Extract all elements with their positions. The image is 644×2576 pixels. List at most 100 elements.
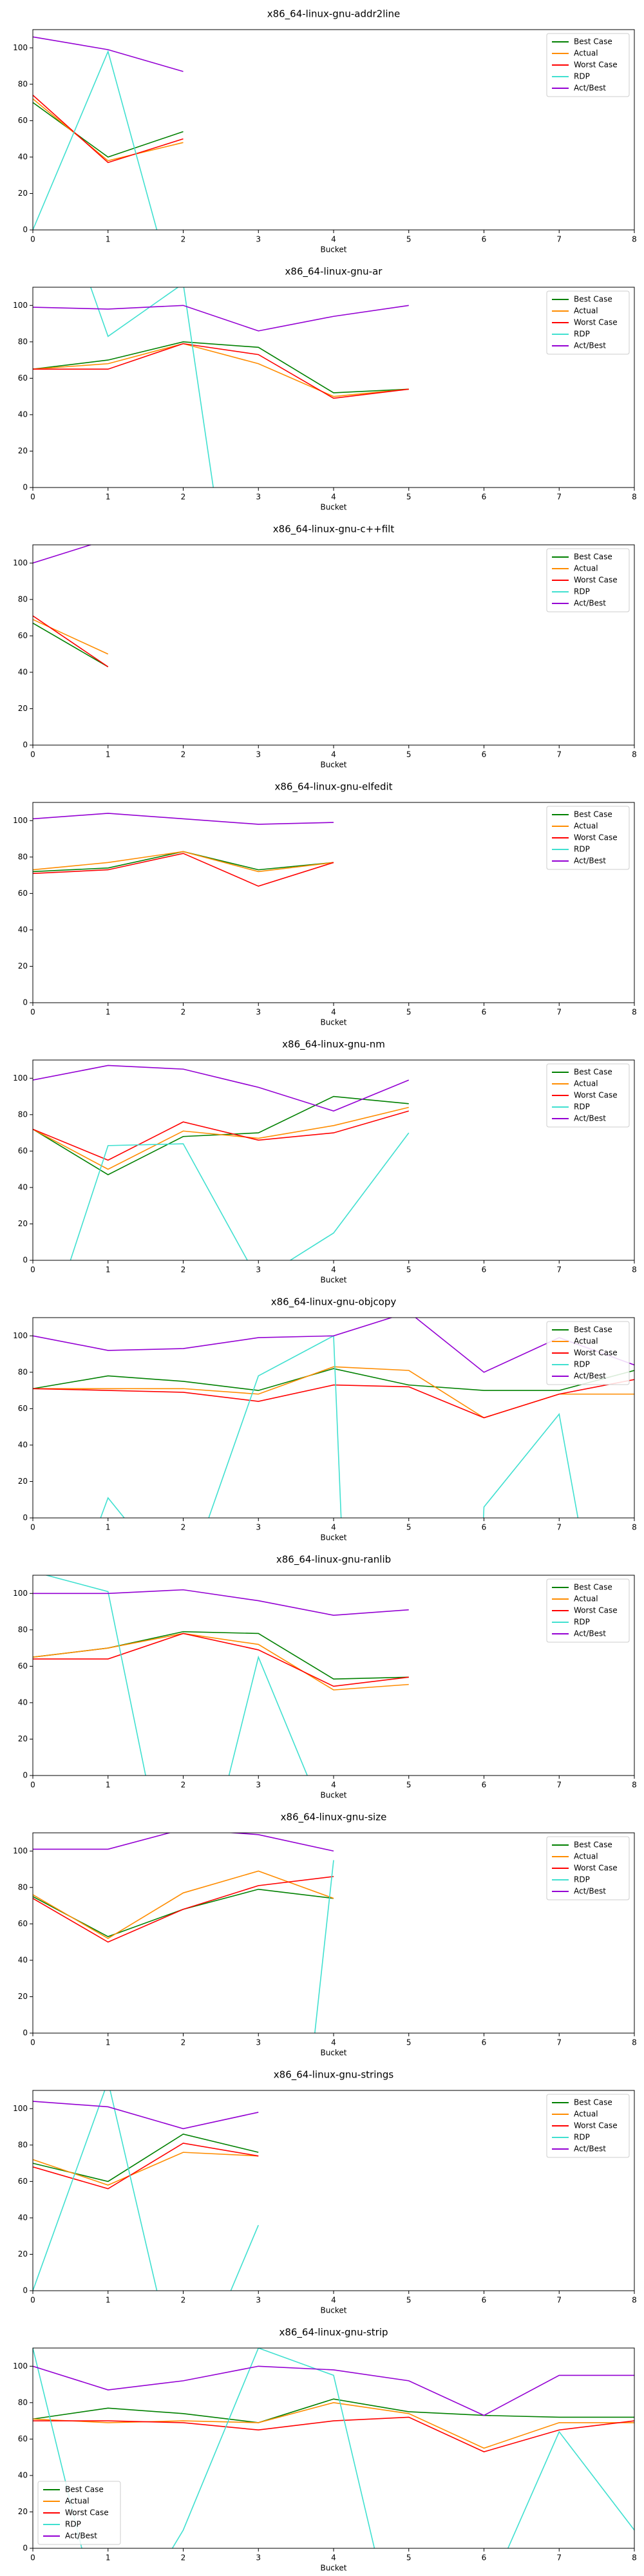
plot-frame xyxy=(32,1059,635,1261)
y-tick-label: 0 xyxy=(23,998,28,1007)
series-line xyxy=(33,1833,334,1852)
x-tick-label: 8 xyxy=(632,750,637,759)
y-tick-label: 0 xyxy=(23,1256,28,1265)
series-line xyxy=(33,95,184,164)
plot-frame xyxy=(32,544,635,746)
series-line xyxy=(33,545,93,564)
series-line xyxy=(33,1379,634,1419)
y-tick-label: 0 xyxy=(23,1771,28,1780)
legend-box xyxy=(546,548,630,612)
chart-title: x86_64-linux-gnu-nm xyxy=(282,1039,385,1051)
x-axis-label: Bucket xyxy=(320,1018,346,1027)
y-tick-label: 80 xyxy=(18,79,28,88)
legend-label: Best Case xyxy=(65,2485,104,2494)
y-tick-label: 0 xyxy=(23,2286,28,2295)
y-tick-label: 0 xyxy=(23,483,28,492)
y-tick-label: 80 xyxy=(18,1110,28,1119)
legend-label: Actual xyxy=(574,49,598,58)
y-tick-label: 20 xyxy=(18,1477,28,1486)
series-line xyxy=(33,305,409,332)
series-line xyxy=(33,1318,634,1373)
x-tick-label: 1 xyxy=(106,235,111,244)
legend-label: Worst Case xyxy=(574,2121,618,2130)
y-tick-label: 0 xyxy=(23,741,28,750)
y-tick-label: 100 xyxy=(13,1074,28,1083)
x-tick-label: 7 xyxy=(556,2296,562,2305)
legend-label: Act/Best xyxy=(574,2145,606,2154)
chart-title: x86_64-linux-gnu-size xyxy=(281,1812,387,1824)
series-line xyxy=(33,622,109,668)
x-tick-label: 1 xyxy=(106,493,111,502)
y-tick-label: 0 xyxy=(23,1513,28,1522)
x-tick-label: 1 xyxy=(106,1781,111,1790)
legend-label: Actual xyxy=(574,1852,598,1861)
x-tick-label: 6 xyxy=(482,1523,487,1532)
legend-box xyxy=(37,2481,121,2545)
x-tick-label: 5 xyxy=(406,1523,412,1532)
x-tick-label: 4 xyxy=(331,750,336,759)
x-tick-label: 1 xyxy=(106,1265,111,1274)
legend-label: Best Case xyxy=(574,810,612,819)
legend-label: RDP xyxy=(574,845,590,854)
y-tick-label: 40 xyxy=(18,1955,28,1964)
x-tick-label: 3 xyxy=(256,235,261,244)
x-tick-label: 6 xyxy=(482,2038,487,2047)
y-tick-label: 40 xyxy=(18,1440,28,1449)
y-tick-label: 20 xyxy=(18,961,28,971)
x-tick-label: 0 xyxy=(30,1781,35,1790)
series-line xyxy=(33,50,158,230)
x-tick-label: 5 xyxy=(406,1265,412,1274)
legend-box xyxy=(546,2094,630,2158)
x-tick-label: 8 xyxy=(632,235,637,244)
x-tick-label: 3 xyxy=(256,1781,261,1790)
chart-title: x86_64-linux-gnu-addr2line xyxy=(267,8,401,21)
chart-title: x86_64-linux-gnu-strings xyxy=(274,2069,394,2081)
x-tick-label: 4 xyxy=(331,1523,336,1532)
y-tick-label: 60 xyxy=(18,1146,28,1155)
x-axis-label: Bucket xyxy=(320,1276,346,1285)
y-tick-label: 60 xyxy=(18,374,28,383)
x-tick-label: 3 xyxy=(256,1008,261,1017)
x-tick-label: 5 xyxy=(406,2553,412,2562)
x-tick-label: 6 xyxy=(482,1265,487,1274)
series-line xyxy=(100,1334,579,1518)
y-tick-label: 40 xyxy=(18,410,28,419)
x-tick-label: 1 xyxy=(106,1008,111,1017)
x-tick-label: 7 xyxy=(556,1523,562,1532)
x-tick-label: 5 xyxy=(406,493,412,502)
legend-label: RDP xyxy=(65,2520,81,2529)
x-tick-label: 3 xyxy=(256,1265,261,1274)
y-tick-label: 100 xyxy=(13,43,28,52)
legend-label: Act/Best xyxy=(574,341,606,350)
y-tick-label: 40 xyxy=(18,667,28,676)
x-tick-label: 8 xyxy=(632,2038,637,2047)
chart-title: x86_64-linux-gnu-elfedit xyxy=(274,781,392,793)
y-tick-label: 80 xyxy=(18,1367,28,1376)
series-line xyxy=(33,1633,409,1690)
series-line xyxy=(33,2152,259,2186)
x-tick-label: 6 xyxy=(482,493,487,502)
x-tick-label: 8 xyxy=(632,1523,637,1532)
x-tick-label: 4 xyxy=(331,2296,336,2305)
series-line xyxy=(33,341,409,393)
y-tick-label: 40 xyxy=(18,2470,28,2479)
y-tick-label: 0 xyxy=(23,225,28,234)
x-tick-label: 0 xyxy=(30,2553,35,2562)
x-tick-label: 2 xyxy=(181,1265,186,1274)
legend-label: Act/Best xyxy=(574,84,606,93)
x-tick-label: 8 xyxy=(632,493,637,502)
y-tick-label: 80 xyxy=(18,852,28,861)
x-tick-label: 7 xyxy=(556,1781,562,1790)
legend-label: Actual xyxy=(574,2110,598,2119)
x-tick-label: 3 xyxy=(256,1523,261,1532)
x-tick-label: 2 xyxy=(181,750,186,759)
y-tick-label: 20 xyxy=(18,1992,28,2001)
x-tick-label: 4 xyxy=(331,1008,336,1017)
x-tick-label: 7 xyxy=(556,2038,562,2047)
x-tick-label: 2 xyxy=(181,1523,186,1532)
legend-box xyxy=(546,33,630,97)
y-tick-label: 100 xyxy=(13,1589,28,1598)
y-tick-label: 20 xyxy=(18,189,28,198)
x-axis-label: Bucket xyxy=(320,1791,346,1800)
